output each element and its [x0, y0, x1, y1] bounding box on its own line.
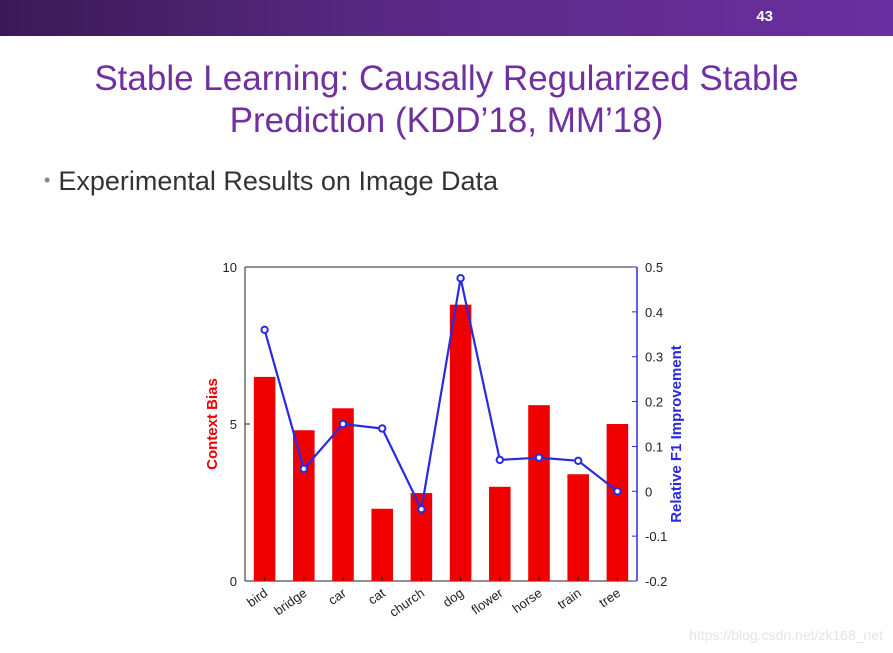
- right-y-axis-label: Relative F1 Improvement: [668, 345, 685, 523]
- bar-bridge: [293, 430, 315, 581]
- bar-dog: [449, 304, 472, 581]
- slide-title: Stable Learning: Causally Regularized St…: [0, 58, 893, 142]
- bar-bird: [253, 376, 276, 581]
- x-tick-label: dog: [440, 585, 466, 610]
- bar-church: [410, 493, 433, 581]
- right-y-tick-label: -0.2: [645, 574, 667, 589]
- x-tick-label: horse: [509, 585, 544, 616]
- x-tick-label: bird: [244, 585, 270, 610]
- x-tick-label: car: [325, 585, 349, 608]
- x-tick-label: cat: [365, 585, 388, 607]
- f1-point-train: [574, 456, 583, 465]
- x-tick-label: church: [387, 585, 428, 620]
- x-tick-label: tree: [596, 585, 623, 610]
- f1-improvement-line: [263, 277, 619, 513]
- right-y-tick-label: 0: [645, 484, 652, 499]
- f1-point-flower: [495, 455, 504, 465]
- bullet-text: Experimental Results on Image Data: [58, 166, 499, 196]
- dual-axis-chart: 0 5 10 -0.2 -0.1 0 0.1 0.2 0.3 0.4 0.5 bird bridge ca…: [204, 260, 685, 620]
- bar-flower: [489, 486, 511, 581]
- f1-point-dog: [456, 274, 465, 283]
- left-y-tick-label: 5: [230, 417, 237, 432]
- bar-train: [567, 474, 589, 581]
- slide-number: 43: [756, 8, 773, 25]
- f1-point-car: [338, 419, 348, 429]
- f1-point-church: [417, 505, 426, 514]
- f1-point-cat: [378, 424, 387, 433]
- f1-point-bird: [260, 325, 269, 335]
- right-y-tick-label: 0.5: [645, 260, 663, 275]
- f1-point-tree: [613, 487, 622, 496]
- bar-car: [332, 408, 354, 581]
- right-y-tick-label: 0.2: [645, 395, 663, 410]
- left-y-tick-label: 0: [230, 574, 237, 589]
- left-y-tick-label: 10: [223, 260, 237, 275]
- slide-header-bar: 43: [0, 0, 893, 36]
- bullet-dot-icon: •: [44, 170, 51, 190]
- bar-horse: [528, 405, 550, 581]
- x-tick-label: train: [555, 585, 584, 612]
- f1-point-horse: [534, 453, 544, 462]
- right-y-tick-label: 0.1: [645, 439, 663, 454]
- bullet-item: • Experimental Results on Image Data: [44, 166, 498, 197]
- slide-title-line1: Stable Learning: Causally Regularized St…: [94, 59, 799, 98]
- x-tick-label: bridge: [271, 585, 309, 618]
- watermark: https://blog.csdn.net/zk168_net: [689, 627, 883, 643]
- bar-cat: [371, 508, 393, 581]
- right-y-tick-label: -0.1: [645, 529, 667, 544]
- slide-title-line2: Prediction (KDD’18, MM’18): [229, 101, 664, 140]
- right-y-tick-label: 0.4: [645, 305, 663, 320]
- x-tick-label: flower: [469, 585, 507, 618]
- right-y-tick-label: 0.3: [645, 350, 663, 365]
- f1-point-bridge: [299, 464, 309, 474]
- bar-tree: [606, 424, 629, 581]
- left-y-axis-label: Context Bias: [204, 378, 221, 470]
